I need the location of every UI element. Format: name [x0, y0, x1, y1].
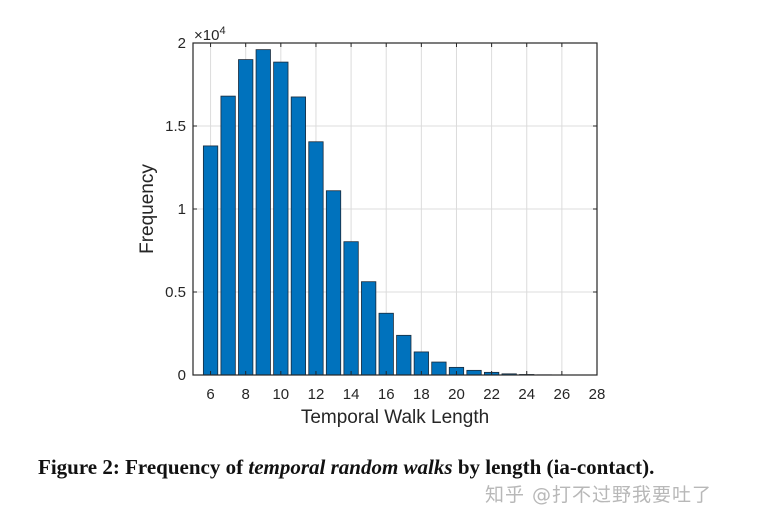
- bar-11: [290, 96, 306, 376]
- svg-text:×104: ×104: [194, 25, 226, 44]
- watermark: 知乎 @打不过野我要吐了: [485, 484, 713, 506]
- grid-lines: [193, 42, 598, 376]
- bar-chart: 6 8 10 12 14 16 18 20 22 24 26 28 0 0.5 1 1.5 2 Tempora…: [137, 25, 605, 428]
- y-tick-label: 1: [178, 201, 186, 218]
- x-axis-label: Temporal Walk Length: [301, 407, 489, 428]
- bar-13: [325, 190, 342, 376]
- bar-16: [378, 312, 394, 376]
- bar-7: [220, 95, 236, 376]
- axis-ticks: [193, 42, 598, 376]
- figure-caption: Figure 2: Frequency of temporal random w…: [38, 452, 728, 482]
- y-tick-label: 1.5: [165, 118, 186, 135]
- y-tick-label: 2: [178, 35, 186, 52]
- bar-15: [361, 281, 377, 376]
- caption-italic: temporal random walks: [248, 455, 453, 479]
- bar-21: [466, 369, 482, 376]
- bar-14: [343, 241, 359, 376]
- x-tick-label: 10: [272, 386, 289, 403]
- x-tick-label: 22: [483, 386, 500, 403]
- y-axis-label: Frequency: [137, 164, 158, 254]
- x-tick-label: 18: [413, 386, 430, 403]
- x-tick-labels: 6 8 10 12 14 16 18 20 22 24 26 28: [206, 386, 605, 403]
- caption-suffix: by length (ia-contact).: [452, 455, 655, 479]
- y-tick-label: 0.5: [165, 284, 186, 301]
- x-tick-label: 24: [518, 386, 535, 403]
- x-tick-label: 14: [343, 386, 360, 403]
- y-tick-label: 0: [178, 367, 186, 384]
- x-tick-label: 12: [308, 386, 325, 403]
- x-tick-label: 8: [242, 386, 250, 403]
- x-tick-label: 28: [589, 386, 606, 403]
- bars: [202, 49, 588, 376]
- bar-10: [273, 61, 289, 376]
- bar-17: [396, 334, 412, 376]
- y-multiplier: ×104: [194, 25, 226, 44]
- bar-19: [431, 361, 447, 376]
- bar-9: [255, 49, 271, 376]
- x-tick-label: 26: [554, 386, 571, 403]
- x-tick-label: 6: [206, 386, 214, 403]
- caption-prefix: Figure 2: Frequency of: [38, 455, 249, 479]
- bar-6: [202, 145, 219, 376]
- y-tick-labels: 0 0.5 1 1.5 2: [165, 35, 186, 384]
- x-tick-label: 20: [448, 386, 465, 403]
- x-tick-label: 16: [378, 386, 395, 403]
- bar-8: [238, 59, 254, 376]
- bar-12: [308, 141, 324, 376]
